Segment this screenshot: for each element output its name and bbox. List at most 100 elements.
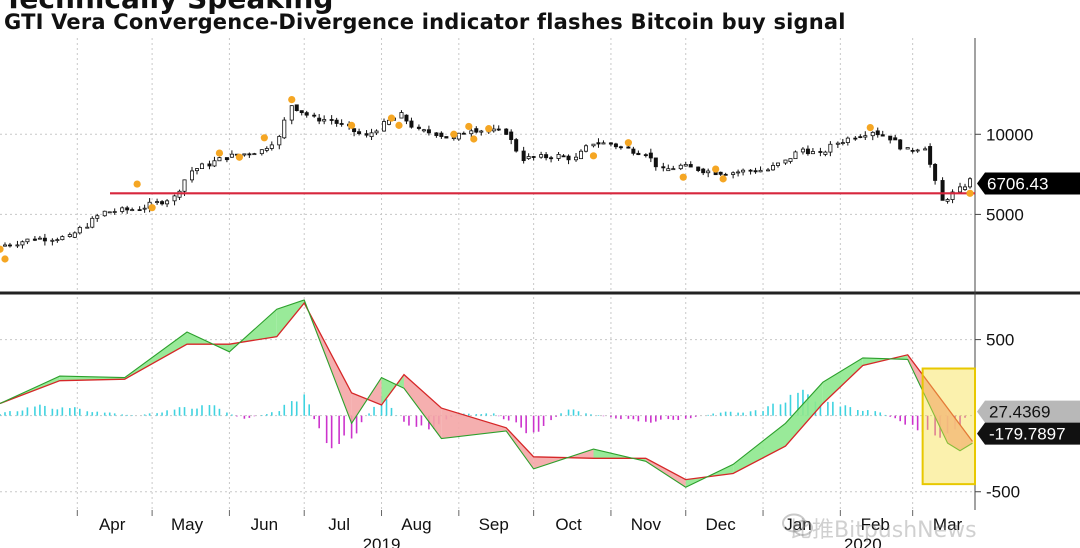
signal-dot — [288, 95, 296, 104]
candle-body — [160, 201, 165, 205]
candle-body — [277, 136, 282, 146]
candle-body — [688, 164, 693, 168]
candle-body — [369, 132, 374, 138]
candle-body — [32, 238, 37, 241]
candle-body — [95, 215, 100, 219]
candle-body — [771, 165, 776, 171]
signal-dot — [624, 139, 632, 147]
candle-body — [130, 209, 135, 212]
fast-line — [0, 299, 973, 488]
wechat-icon — [782, 513, 813, 536]
candle-body — [870, 131, 875, 137]
candle-body — [125, 207, 130, 211]
candle-body — [613, 143, 618, 148]
candle-body — [357, 131, 362, 135]
candle-body — [439, 132, 444, 137]
candle-body — [823, 151, 828, 155]
candle-body — [339, 123, 344, 125]
x-tick-label: Jun — [251, 515, 278, 534]
x-tick-label: Mar — [933, 515, 963, 534]
signal-dot — [679, 173, 687, 181]
candle-body — [666, 168, 671, 172]
candle-body — [549, 157, 554, 160]
candle-body — [137, 209, 142, 212]
last-value-label: 6706.43 — [987, 174, 1048, 193]
candle-body — [155, 201, 160, 203]
x-tick-label: May — [171, 515, 204, 534]
candle-body — [741, 169, 746, 173]
signal-dot — [235, 153, 243, 161]
signal-dot — [589, 152, 598, 160]
candle-body — [800, 148, 805, 153]
candle-body — [636, 152, 641, 156]
candle-body — [264, 148, 269, 151]
signal-dot — [470, 135, 478, 143]
candle-body — [933, 163, 938, 181]
candle-body — [923, 148, 928, 151]
candle-body — [940, 180, 945, 201]
signal-highlight-box — [921, 367, 977, 486]
x-tick-label: Jul — [328, 515, 350, 534]
candle-body — [591, 143, 596, 147]
signal-dot — [465, 122, 473, 131]
x-tick-label: Feb — [861, 515, 890, 534]
candle-body — [182, 179, 187, 192]
candle-body — [731, 172, 736, 175]
candle-body — [766, 169, 771, 172]
y-tick-label: 500 — [986, 331, 1014, 350]
candle-body — [496, 128, 501, 131]
candle-body — [875, 130, 880, 136]
candle-body — [618, 146, 623, 149]
candle-body — [788, 158, 793, 162]
candle-body — [579, 150, 584, 160]
candle-body — [242, 153, 247, 156]
x-tick-label: Dec — [706, 515, 737, 534]
candle-body — [247, 153, 252, 156]
candle-body — [2, 244, 7, 247]
signal-dot — [719, 175, 727, 183]
candle-body — [601, 142, 606, 145]
candle-body — [758, 169, 763, 173]
signal-dot — [485, 125, 493, 133]
candle-body — [950, 191, 955, 200]
candle-body — [20, 241, 25, 246]
candle-body — [416, 126, 421, 129]
candle-body — [928, 146, 933, 165]
candle-body — [334, 119, 339, 124]
candle-body — [958, 186, 963, 193]
y-tick-label: 10000 — [986, 125, 1033, 144]
candle-body — [706, 170, 711, 174]
watermark-text: 比推BitpushNews — [790, 518, 977, 543]
candle-body — [294, 104, 299, 112]
crossover-fill — [947, 408, 961, 451]
crossover-fill — [403, 374, 442, 439]
signal-dot — [395, 121, 403, 129]
candle-body — [683, 164, 688, 167]
candle-body — [50, 239, 55, 242]
candle-body — [37, 237, 42, 240]
candle-body — [845, 137, 850, 143]
candle-body — [304, 112, 309, 116]
candle-body — [696, 166, 701, 171]
candle-body — [382, 121, 387, 132]
candle-body — [910, 149, 915, 152]
candle-body — [701, 168, 706, 174]
candle-body — [880, 134, 885, 137]
candle-body — [207, 163, 212, 167]
page-subtitle: GTI Vera Convergence-Divergence indicato… — [4, 10, 846, 34]
candle-body — [421, 129, 426, 132]
y-tick-label: -500 — [986, 483, 1020, 502]
candle-body — [404, 114, 409, 122]
candle-body — [444, 136, 449, 139]
y-tick-label: 5000 — [986, 205, 1024, 224]
candle-body — [828, 143, 833, 153]
candle-body — [539, 154, 544, 158]
candle-body — [968, 178, 973, 188]
candle-body — [810, 151, 815, 155]
value-box — [977, 400, 1080, 423]
signal-dot — [260, 134, 268, 142]
candle-body — [199, 163, 204, 170]
candle-body — [112, 211, 117, 213]
candle-body — [42, 237, 47, 242]
last-value-box — [977, 172, 1080, 195]
